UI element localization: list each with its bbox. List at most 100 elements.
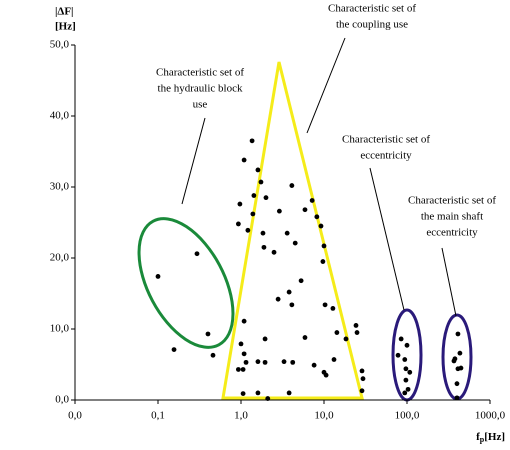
point — [261, 244, 267, 250]
point — [251, 193, 257, 198]
x-tick-label: 1,0 — [234, 410, 248, 422]
point — [262, 359, 268, 365]
point — [354, 330, 360, 335]
point — [194, 251, 200, 257]
point — [309, 198, 315, 203]
point — [290, 359, 296, 365]
point — [314, 214, 320, 220]
point — [405, 386, 411, 392]
point — [454, 381, 460, 387]
point — [210, 352, 216, 358]
main-shaft-region — [441, 313, 473, 401]
pointer — [306, 37, 346, 134]
point — [359, 388, 365, 394]
annotation: use — [193, 99, 208, 111]
y-tick-label: 10,0 — [50, 323, 70, 335]
point — [255, 359, 261, 365]
x-tick-label: 1000,0 — [475, 410, 506, 422]
point — [258, 179, 264, 185]
point — [250, 211, 256, 217]
point — [292, 240, 298, 246]
coupling-region — [221, 61, 364, 400]
annotation: the main shaft — [421, 211, 483, 223]
point — [403, 366, 409, 372]
point — [457, 350, 463, 356]
point — [343, 336, 349, 342]
annotation: the coupling use — [336, 19, 408, 31]
point — [404, 342, 410, 348]
point — [458, 365, 464, 371]
point — [281, 359, 287, 365]
point — [241, 157, 247, 163]
point — [289, 183, 295, 188]
point — [298, 278, 304, 284]
point — [271, 249, 277, 255]
point — [452, 356, 458, 362]
y-tick-label: 30,0 — [50, 181, 70, 193]
pointer — [441, 247, 457, 317]
annotation: Characteristic set of — [156, 67, 244, 79]
point — [323, 372, 329, 378]
x-axis-label: fp[Hz] — [476, 431, 505, 444]
point — [286, 390, 292, 396]
point — [402, 357, 408, 362]
point — [238, 341, 244, 347]
point — [455, 331, 461, 337]
point — [454, 395, 460, 401]
annotation: the hydraulic block — [158, 83, 243, 95]
point — [302, 207, 308, 213]
x-axis-label-unit: [Hz] — [484, 431, 505, 443]
point — [360, 376, 366, 382]
y-tick-label: 0,0 — [55, 394, 69, 406]
point — [286, 289, 292, 295]
annotation: Characteristic set of — [328, 3, 416, 15]
pointer — [181, 117, 206, 205]
point — [205, 331, 211, 337]
x-tick-label: 0,1 — [151, 410, 165, 422]
annotation: Characteristic set of — [408, 195, 496, 207]
point — [171, 347, 177, 352]
pointer — [369, 167, 405, 311]
point — [353, 323, 359, 328]
annotation: eccentricity — [360, 150, 412, 162]
point — [320, 259, 326, 264]
point — [263, 195, 269, 201]
point — [265, 396, 271, 401]
point — [284, 230, 290, 236]
point — [275, 296, 281, 302]
y-tick-label: 20,0 — [50, 252, 70, 264]
point — [289, 302, 295, 308]
x-axis-label-sub: p — [480, 435, 485, 444]
point — [235, 221, 241, 227]
point — [331, 357, 337, 362]
x-tick-label: 0,0 — [68, 410, 82, 422]
point — [240, 367, 246, 372]
point — [334, 330, 340, 335]
x-axis-label-main: f — [476, 431, 480, 443]
point — [403, 377, 409, 383]
point — [155, 274, 161, 279]
point — [321, 243, 327, 249]
point — [262, 336, 268, 342]
point — [395, 352, 401, 358]
point — [241, 351, 247, 357]
point — [322, 302, 328, 308]
y-axis-label: [Hz] — [55, 21, 76, 33]
point — [276, 208, 282, 214]
hydraulic-region — [137, 217, 235, 349]
point — [402, 390, 408, 396]
annotation: eccentricity — [426, 227, 478, 239]
point — [330, 306, 336, 311]
point — [407, 369, 413, 375]
point — [237, 201, 243, 207]
y-tick-label: 50,0 — [50, 39, 70, 51]
point — [249, 138, 255, 144]
point — [318, 223, 324, 229]
point — [255, 390, 261, 396]
point — [311, 362, 317, 368]
point — [240, 391, 246, 397]
point — [245, 227, 251, 233]
point — [241, 318, 247, 324]
x-tick-label: 100,0 — [395, 410, 420, 422]
